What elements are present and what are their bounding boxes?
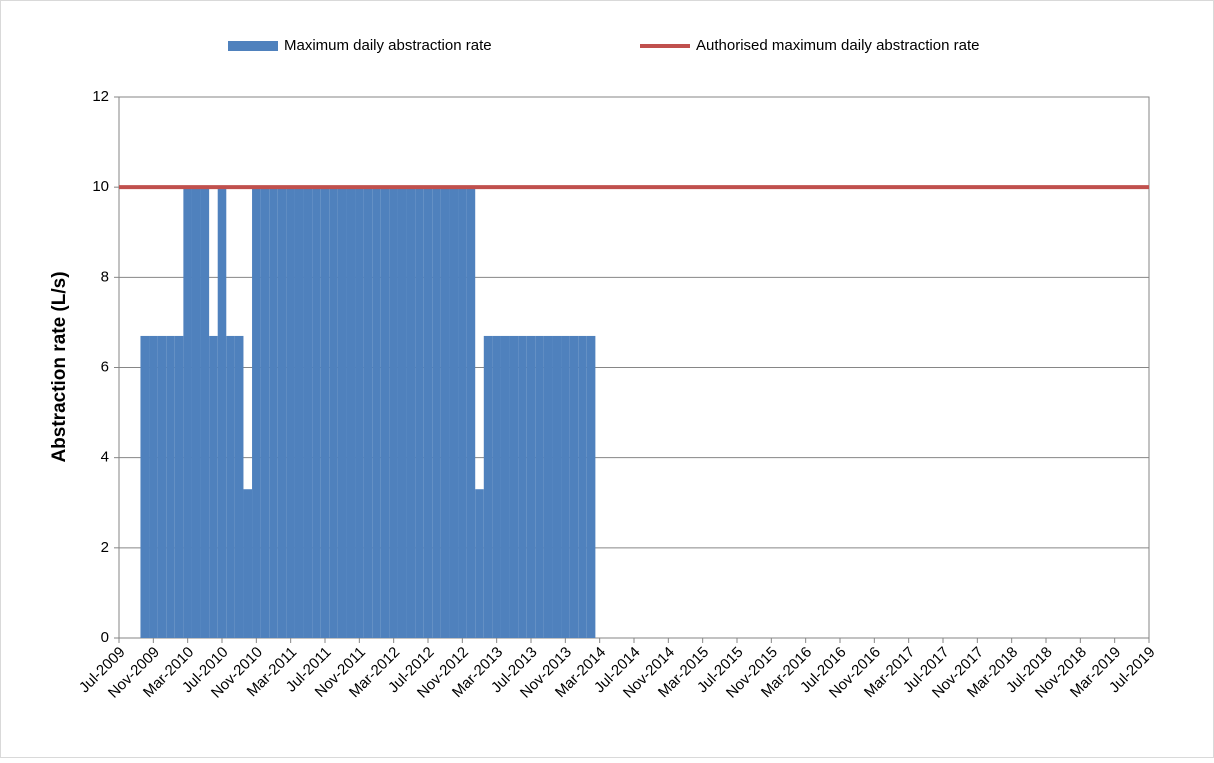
bar: [586, 335, 596, 638]
y-tick-label: 0: [101, 629, 109, 646]
bar: [500, 335, 510, 638]
y-tick-label: 12: [92, 88, 109, 105]
bar: [329, 187, 338, 638]
bar: [423, 187, 433, 638]
y-tick-label: 2: [101, 539, 109, 556]
y-tick-label: 6: [101, 358, 109, 375]
bar: [458, 187, 467, 638]
y-tick-label: 10: [92, 178, 109, 195]
bar: [509, 335, 519, 638]
bar: [543, 335, 553, 638]
bar: [252, 187, 261, 638]
bar: [475, 489, 484, 638]
bar: [415, 187, 424, 638]
bar: [389, 187, 398, 638]
bar: [372, 187, 381, 638]
bar: [140, 335, 150, 638]
bar: [569, 335, 579, 638]
bar: [432, 187, 441, 638]
bar: [183, 187, 192, 638]
bar: [303, 187, 313, 638]
bar: [234, 335, 244, 638]
legend-label: Authorised maximum daily abstraction rat…: [696, 37, 979, 54]
bar: [226, 335, 235, 638]
bar: [518, 335, 527, 638]
bar: [217, 187, 227, 638]
bar: [483, 335, 493, 638]
bar: [406, 187, 416, 638]
bar: [380, 187, 390, 638]
bar: [320, 187, 330, 638]
bar: [286, 187, 295, 638]
legend-swatch: [228, 41, 278, 51]
bar: [166, 335, 175, 638]
bar: [294, 187, 304, 638]
legend-label: Maximum daily abstraction rate: [284, 37, 492, 54]
bar: [492, 335, 501, 638]
bar: [260, 187, 270, 638]
bar: [355, 187, 364, 638]
bar: [277, 187, 287, 638]
bar: [200, 187, 210, 638]
bar: [243, 489, 253, 638]
bar: [561, 335, 570, 638]
bar: [157, 335, 167, 638]
bar: [346, 187, 356, 638]
bar: [552, 335, 562, 638]
bar: [337, 187, 347, 638]
bar: [209, 335, 218, 638]
y-axis-label: Abstraction rate (L/s): [49, 271, 70, 462]
bar: [363, 187, 373, 638]
bar: [535, 335, 544, 638]
bar: [466, 187, 476, 638]
bar: [578, 335, 587, 638]
bar: [440, 187, 450, 638]
bar: [191, 187, 201, 638]
bar: [397, 187, 407, 638]
y-tick-label: 4: [101, 449, 109, 466]
bar: [526, 335, 536, 638]
y-tick-label: 8: [101, 268, 109, 285]
bar: [174, 335, 184, 638]
bar: [449, 187, 459, 638]
bar: [312, 187, 321, 638]
bar: [269, 187, 278, 638]
bar: [149, 335, 158, 638]
